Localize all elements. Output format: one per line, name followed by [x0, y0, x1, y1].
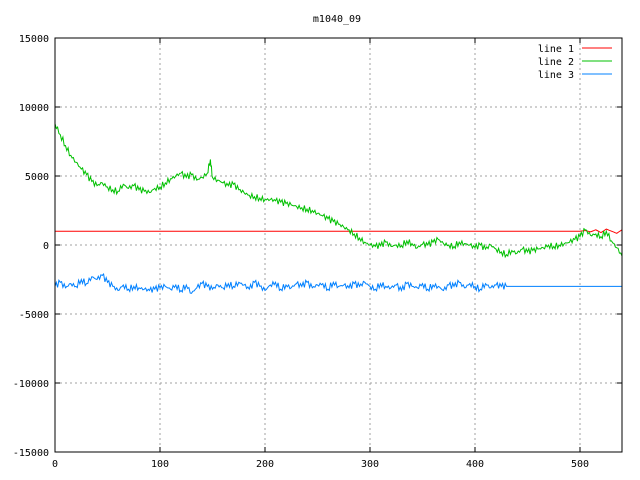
series-line-2 — [54, 123, 623, 259]
x-tick-label: 400 — [466, 459, 484, 470]
x-tick-label: 500 — [571, 459, 589, 470]
legend-label: line 1 — [538, 44, 574, 55]
x-tick-label: 100 — [151, 459, 169, 470]
y-tick-label: 10000 — [19, 103, 49, 114]
y-tick-label: -10000 — [13, 379, 49, 390]
legend-label: line 2 — [538, 57, 574, 68]
series-line-3 — [54, 273, 622, 294]
legend: line 1 line 2 line 3 — [538, 44, 612, 81]
chart-title: m1040_09 — [313, 14, 361, 25]
series-line-1 — [55, 228, 623, 234]
y-tick-label: 5000 — [25, 172, 49, 183]
legend-label: line 3 — [538, 70, 574, 81]
plot-area — [54, 123, 623, 294]
x-tick-label: 300 — [361, 459, 379, 470]
x-tick-label: 200 — [256, 459, 274, 470]
y-tick-label: 15000 — [19, 34, 49, 45]
plot-frame — [54, 37, 623, 453]
y-tick-label: 0 — [43, 241, 49, 252]
y-tick-label: -5000 — [19, 310, 49, 321]
y-axis: -15000 -10000 -5000 0 5000 10000 15000 — [13, 34, 622, 459]
y-tick-label: -15000 — [13, 448, 49, 459]
x-tick-label: 0 — [52, 459, 58, 470]
